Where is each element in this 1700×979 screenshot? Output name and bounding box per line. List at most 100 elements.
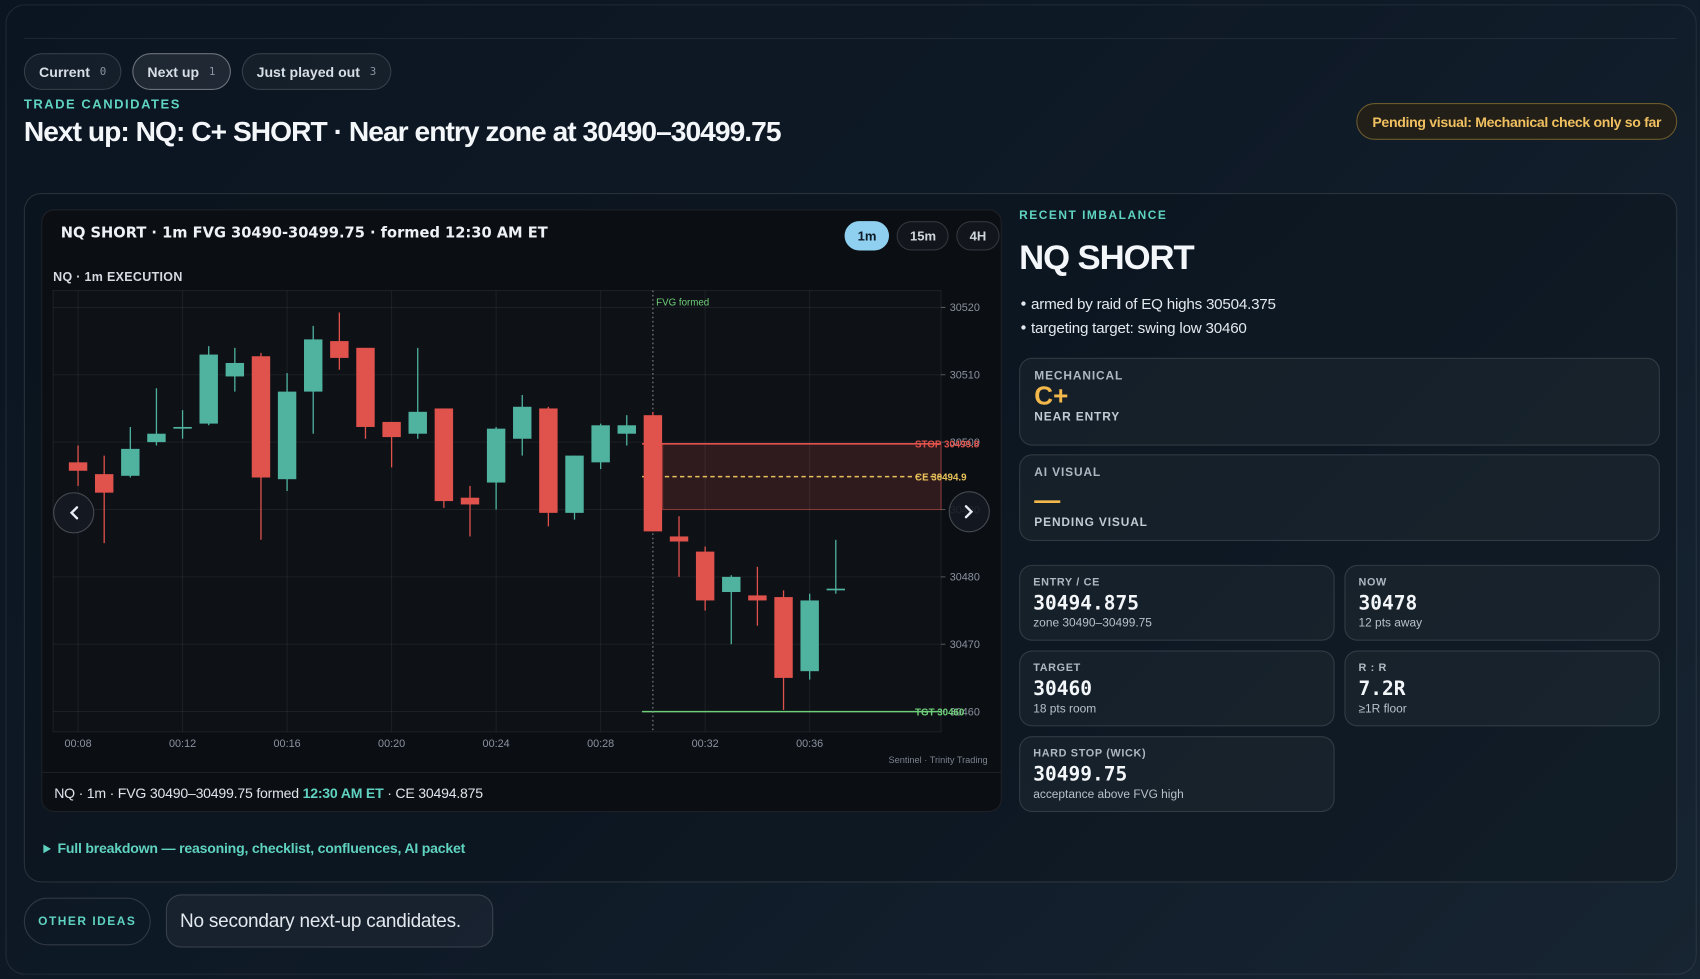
x-tick-label: 00:12 bbox=[169, 738, 196, 750]
y-tick-label: 30470 bbox=[950, 639, 980, 651]
stat-card: HARD STOP (WICK) 30499.75 acceptance above… bbox=[1019, 736, 1335, 813]
stat-card: NOW 30478 12 pts away bbox=[1344, 564, 1660, 641]
next-button[interactable] bbox=[948, 491, 990, 533]
stat-label: R : R bbox=[1358, 662, 1388, 675]
tab-label: Current bbox=[39, 63, 90, 80]
stat-card: TARGET 30460 18 pts room bbox=[1019, 650, 1335, 727]
candle-body bbox=[330, 341, 349, 358]
watermark: Sentinel · Trinity Trading bbox=[888, 755, 987, 765]
candle-body bbox=[539, 408, 558, 513]
stat-card: R : R 7.2R ≥1R floor bbox=[1344, 650, 1660, 727]
panel-title: NQ SHORT bbox=[1019, 237, 1195, 277]
stat-note: zone 30490–30499.75 bbox=[1033, 616, 1152, 630]
stat-label: ENTRY / CE bbox=[1033, 576, 1100, 589]
headline: Next up: NQ: C+ SHORT · Near entry zone … bbox=[23, 114, 782, 148]
candle-body bbox=[748, 595, 767, 601]
tab[interactable]: Just played out 3 bbox=[241, 53, 392, 90]
tab-label: Just played out bbox=[256, 63, 360, 80]
card-note: PENDING VISUAL bbox=[1034, 516, 1148, 530]
y-tick-label: 30480 bbox=[950, 572, 980, 584]
card-label: MECHANICAL bbox=[1034, 369, 1124, 383]
candle-body bbox=[408, 411, 427, 434]
x-tick-label: 00:32 bbox=[692, 738, 719, 750]
tab-count: 0 bbox=[99, 65, 107, 78]
annotation-label: FVG formed bbox=[656, 298, 709, 309]
candle-body bbox=[199, 354, 218, 424]
stat-label: NOW bbox=[1358, 576, 1387, 589]
candle-body bbox=[486, 428, 506, 483]
bullet: targeting target: swing low 30460 bbox=[1019, 315, 1276, 339]
tab-count: 3 bbox=[369, 65, 377, 78]
candle-body bbox=[617, 425, 636, 434]
candle-body bbox=[382, 421, 401, 438]
tab-bar: Current 0 Next up 1 Just played out 3 bbox=[23, 53, 392, 90]
candle-body bbox=[68, 462, 88, 471]
stat-note: 18 pts room bbox=[1033, 702, 1097, 716]
candle-body bbox=[669, 536, 689, 542]
grade: C+ bbox=[1034, 381, 1069, 411]
timeframe-button[interactable]: 4H bbox=[956, 221, 1000, 251]
x-tick-label: 00:16 bbox=[274, 738, 301, 750]
candlestick-chart: 3046030470304803049030500305103052000:08… bbox=[52, 290, 988, 765]
candle-body bbox=[173, 426, 192, 429]
level-label: CE 30494.9 bbox=[915, 472, 967, 483]
frame bbox=[5, 4, 1697, 975]
chart-caption: NQ · 1m · FVG 30490–30499.75 formed 12:3… bbox=[54, 785, 483, 801]
tab[interactable]: Next up 1 bbox=[132, 53, 231, 90]
stat-label: TARGET bbox=[1033, 662, 1081, 675]
stat-value: 30494.875 bbox=[1033, 591, 1139, 615]
candle-body bbox=[643, 415, 663, 532]
prev-button[interactable] bbox=[53, 492, 95, 534]
x-tick-label: 00:08 bbox=[65, 738, 92, 750]
stat-value: 7.2R bbox=[1358, 677, 1406, 701]
card-note: NEAR ENTRY bbox=[1034, 410, 1121, 424]
bullet: armed by raid of EQ highs 30504.375 bbox=[1019, 292, 1276, 316]
candle-body bbox=[356, 347, 375, 427]
stat-note: 12 pts away bbox=[1358, 616, 1423, 630]
candle-body bbox=[121, 448, 140, 476]
y-tick-label: 30460 bbox=[950, 706, 980, 718]
section-label: TRADE CANDIDATES bbox=[23, 96, 181, 112]
candle-body bbox=[94, 474, 114, 493]
other-ideas-label: OTHER IDEAS bbox=[23, 897, 151, 946]
candle-body bbox=[460, 497, 480, 505]
tab[interactable]: Current 0 bbox=[23, 53, 122, 90]
stat-value: 30478 bbox=[1358, 591, 1418, 615]
candle-body bbox=[826, 588, 846, 591]
panel-label: RECENT IMBALANCE bbox=[1019, 209, 1168, 223]
mechanical-card: MECHANICAL C+ NEAR ENTRY bbox=[1019, 357, 1660, 446]
grade: — bbox=[1034, 485, 1061, 515]
caption-text: · CE 30494.875 bbox=[383, 784, 483, 802]
x-tick-label: 00:36 bbox=[796, 738, 823, 750]
candle-body bbox=[774, 597, 793, 678]
tab-label: Next up bbox=[147, 63, 200, 80]
candle-body bbox=[304, 339, 323, 392]
stat-label: HARD STOP (WICK) bbox=[1033, 748, 1147, 760]
candle-body bbox=[277, 391, 297, 480]
divider bbox=[42, 771, 1001, 774]
candle-body bbox=[591, 425, 610, 463]
candle-body bbox=[565, 455, 584, 513]
x-tick-label: 00:20 bbox=[378, 738, 405, 750]
breakdown-toggle[interactable]: Full breakdown — reasoning, checklist, c… bbox=[43, 840, 465, 856]
candle-body bbox=[800, 600, 819, 672]
stat-value: 30499.75 bbox=[1033, 763, 1128, 787]
y-tick-label: 30520 bbox=[950, 302, 980, 314]
divider bbox=[23, 37, 1677, 40]
x-tick-label: 00:28 bbox=[587, 738, 614, 750]
timeframe-button[interactable]: 1m bbox=[844, 221, 890, 251]
caption-time: 12:30 AM ET bbox=[302, 784, 384, 802]
ai-visual-card: AI VISUAL — PENDING VISUAL bbox=[1019, 454, 1660, 541]
chevron-left bbox=[69, 506, 79, 520]
chart-title: NQ SHORT · 1m FVG 30490-30499.75 · forme… bbox=[60, 224, 548, 242]
tab-count: 1 bbox=[208, 65, 216, 78]
level-label: STOP 30499.8 bbox=[915, 440, 980, 451]
y-tick-label: 30510 bbox=[950, 370, 980, 382]
candle-body bbox=[225, 362, 245, 377]
other-ideas-text: No secondary next-up candidates. bbox=[165, 894, 494, 948]
stat-note: ≥1R floor bbox=[1358, 702, 1407, 716]
timeframe-button[interactable]: 15m bbox=[896, 221, 950, 251]
candle-body bbox=[434, 408, 454, 502]
